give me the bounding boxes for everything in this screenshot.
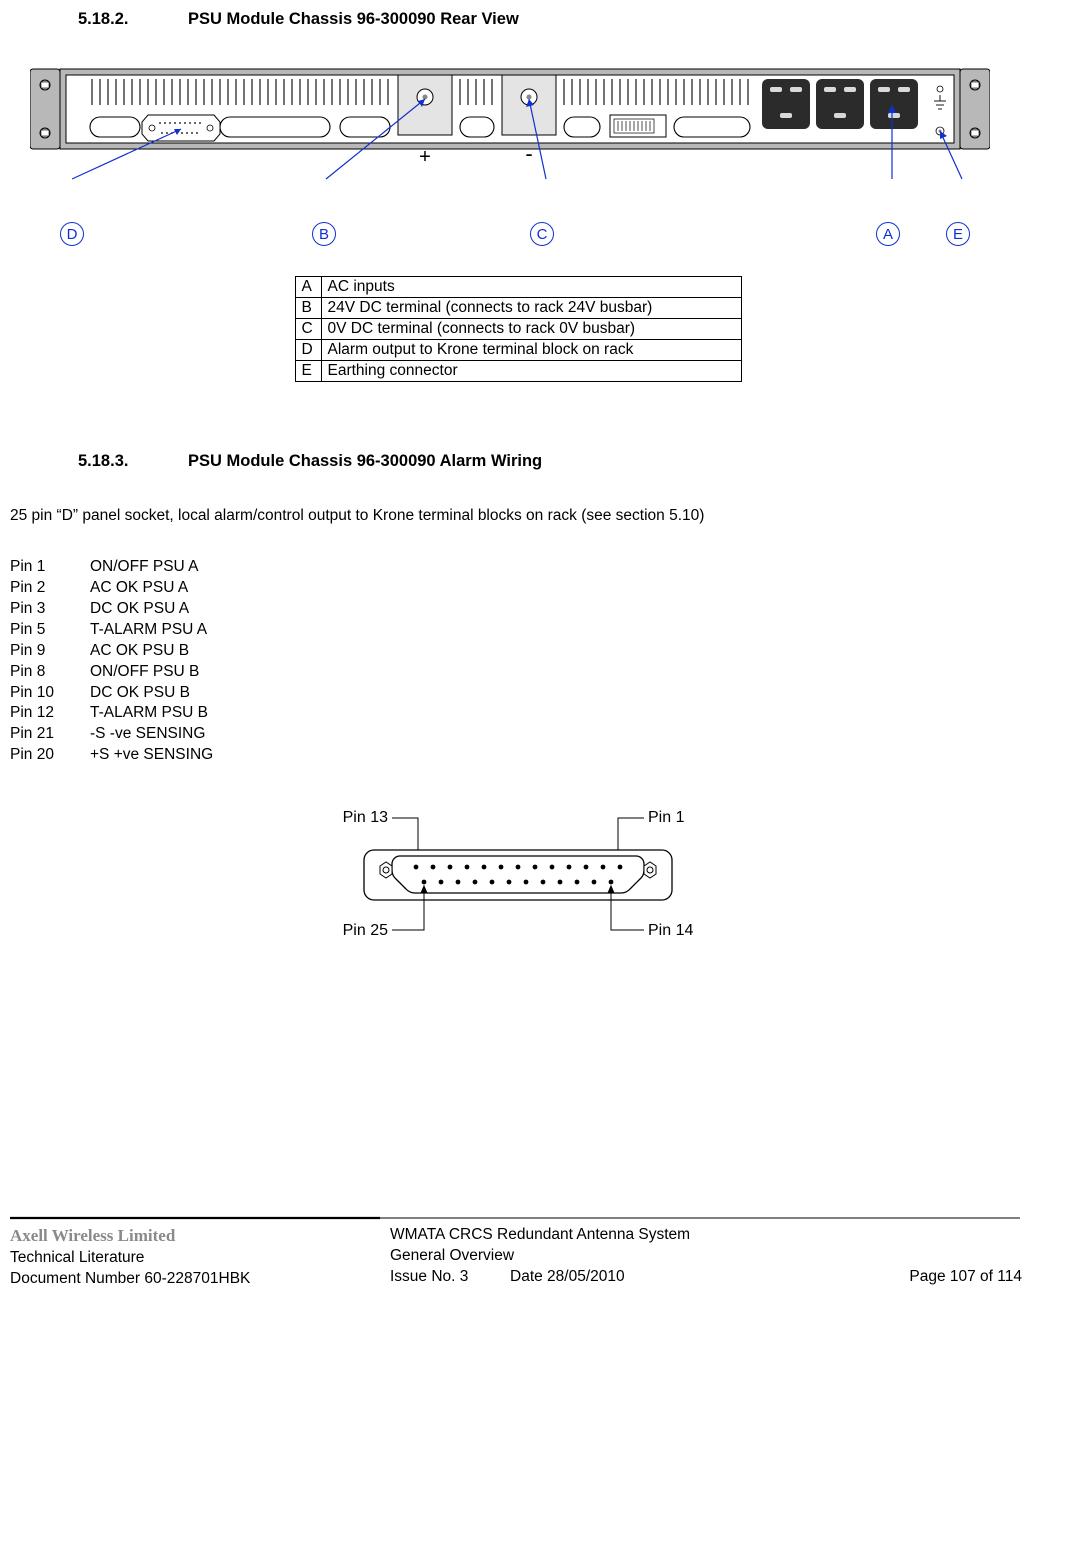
svg-text:+: + bbox=[419, 146, 431, 168]
list-item: Pin 12T-ALARM PSU B bbox=[10, 703, 1026, 724]
table-row: DAlarm output to Krone terminal block on… bbox=[295, 340, 741, 361]
callout-a: A bbox=[876, 222, 900, 246]
page-footer: Axell Wireless Limited Technical Literat… bbox=[10, 1225, 1026, 1290]
footer-overview: General Overview bbox=[390, 1246, 1026, 1267]
callout-e: E bbox=[946, 222, 970, 246]
pin14-label: Pin 14 bbox=[648, 922, 693, 939]
chassis-rear-diagram: + - bbox=[30, 65, 1006, 210]
intro-text: 25 pin “D” panel socket, local alarm/con… bbox=[10, 507, 1026, 525]
callout-b: B bbox=[312, 222, 336, 246]
svg-text:-: - bbox=[525, 141, 532, 166]
section-title: PSU Module Chassis 96-300090 Rear View bbox=[188, 10, 519, 29]
footer-page: Page 107 of 114 bbox=[690, 1267, 1026, 1288]
callout-d: D bbox=[60, 222, 84, 246]
pin13-label: Pin 13 bbox=[343, 809, 388, 826]
section-number: 5.18.3. bbox=[78, 452, 188, 471]
legend-table: AAC inputs B24V DC terminal (connects to… bbox=[295, 276, 742, 382]
section-5-18-3-header: 5.18.3. PSU Module Chassis 96-300090 Ala… bbox=[78, 452, 1026, 471]
list-item: Pin 10DC OK PSU B bbox=[10, 683, 1026, 704]
list-item: Pin 20+S +ve SENSING bbox=[10, 745, 1026, 766]
pin25-label: Pin 25 bbox=[343, 922, 388, 939]
section-number: 5.18.2. bbox=[78, 10, 188, 29]
list-item: Pin 3DC OK PSU A bbox=[10, 599, 1026, 620]
table-row: C0V DC terminal (connects to rack 0V bus… bbox=[295, 319, 741, 340]
table-row: EEarthing connector bbox=[295, 361, 741, 382]
db25-diagram: Pin 13 Pin 1 Pin 25 Pin 14 bbox=[10, 802, 1026, 957]
footer-company: Axell Wireless Limited bbox=[10, 1225, 390, 1248]
pin-list: Pin 1ON/OFF PSU A Pin 2AC OK PSU A Pin 3… bbox=[10, 557, 1026, 766]
footer-date: Date 28/05/2010 bbox=[510, 1267, 690, 1288]
list-item: Pin 8ON/OFF PSU B bbox=[10, 662, 1026, 683]
section-5-18-2-header: 5.18.2. PSU Module Chassis 96-300090 Rea… bbox=[78, 10, 1026, 29]
list-item: Pin 2AC OK PSU A bbox=[10, 578, 1026, 599]
section-title: PSU Module Chassis 96-300090 Alarm Wirin… bbox=[188, 452, 542, 471]
list-item: Pin 1ON/OFF PSU A bbox=[10, 557, 1026, 578]
list-item: Pin 5T-ALARM PSU A bbox=[10, 620, 1026, 641]
callout-c: C bbox=[530, 222, 554, 246]
table-row: AAC inputs bbox=[295, 277, 741, 298]
list-item: Pin 9AC OK PSU B bbox=[10, 641, 1026, 662]
footer-divider bbox=[10, 1216, 1026, 1220]
footer-tech: Technical Literature bbox=[10, 1248, 390, 1269]
footer-system: WMATA CRCS Redundant Antenna System bbox=[390, 1225, 1026, 1246]
footer-docnum: Document Number 60-228701HBK bbox=[10, 1269, 390, 1290]
callout-row: D B C A E bbox=[30, 222, 1006, 246]
footer-issue: Issue No. 3 bbox=[390, 1267, 510, 1288]
pin1-label: Pin 1 bbox=[648, 809, 685, 826]
table-row: B24V DC terminal (connects to rack 24V b… bbox=[295, 298, 741, 319]
list-item: Pin 21-S -ve SENSING bbox=[10, 724, 1026, 745]
